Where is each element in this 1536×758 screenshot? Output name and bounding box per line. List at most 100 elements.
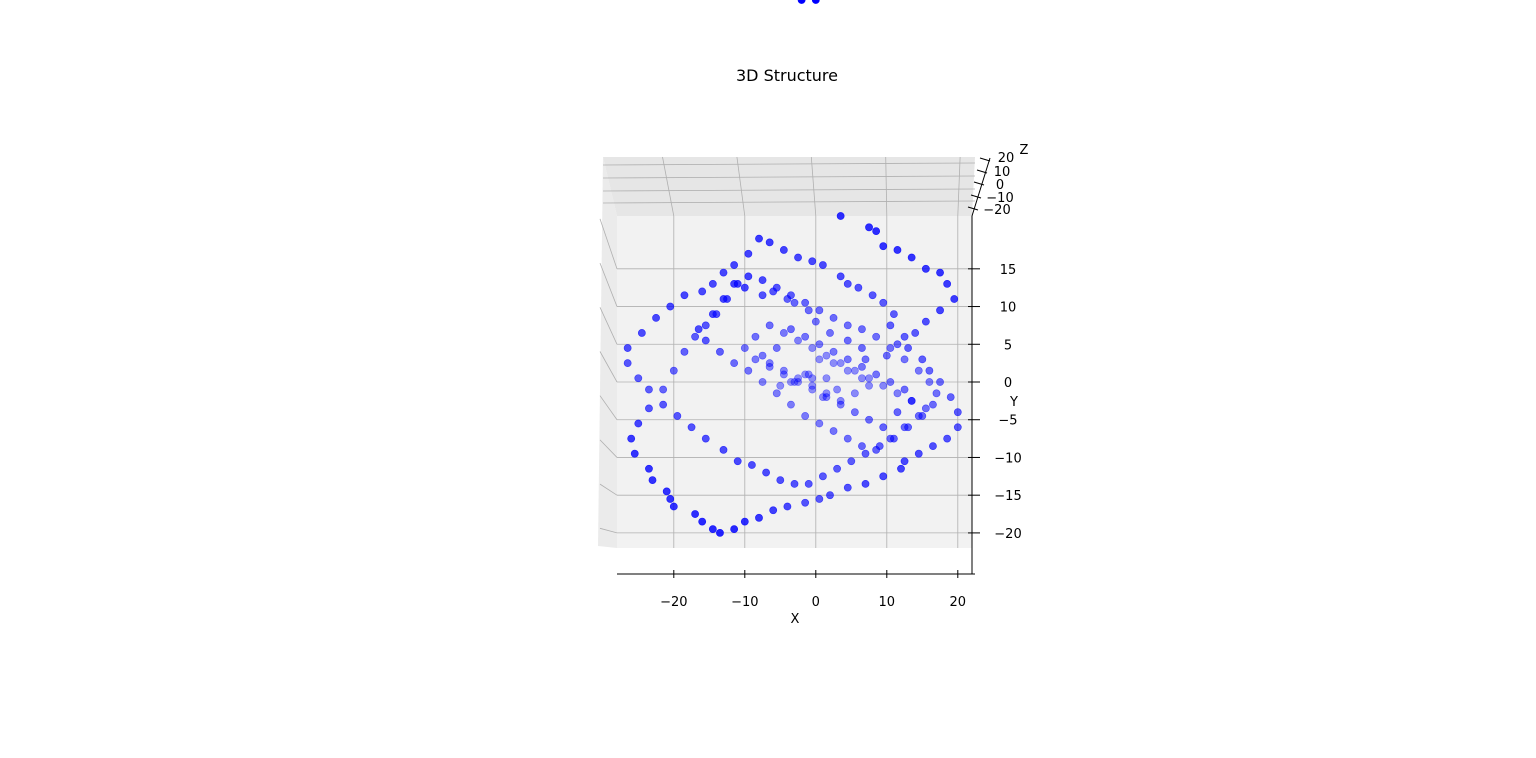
y-grid-line-wall bbox=[599, 307, 618, 345]
data-point bbox=[758, 291, 767, 300]
data-point bbox=[765, 238, 774, 247]
y-axis-label: Y bbox=[1009, 395, 1018, 410]
data-point bbox=[811, 317, 820, 326]
z-tick-mark bbox=[967, 206, 979, 211]
data-point bbox=[698, 287, 707, 296]
data-point bbox=[904, 344, 912, 352]
y-grid-line-wall bbox=[599, 527, 618, 534]
data-point bbox=[765, 359, 774, 368]
y-tick-label: 0 bbox=[1004, 376, 1012, 391]
data-point bbox=[843, 280, 852, 288]
data-point bbox=[850, 389, 859, 398]
data-point bbox=[833, 385, 841, 394]
data-point bbox=[751, 332, 760, 341]
data-point bbox=[716, 529, 724, 537]
data-point bbox=[843, 336, 852, 345]
data-point bbox=[936, 268, 944, 277]
data-point bbox=[623, 359, 632, 368]
data-point bbox=[694, 325, 703, 334]
data-point bbox=[929, 400, 937, 409]
data-point bbox=[744, 249, 753, 258]
data-point bbox=[843, 483, 852, 492]
data-point bbox=[666, 495, 675, 503]
z-tick-label: 10 bbox=[994, 165, 1011, 180]
data-point bbox=[836, 359, 845, 368]
y-grid-line-wall bbox=[599, 218, 618, 269]
data-point bbox=[893, 246, 902, 254]
data-point bbox=[911, 329, 920, 337]
data-point bbox=[815, 355, 824, 364]
data-point bbox=[858, 325, 866, 334]
data-point bbox=[701, 336, 710, 345]
data-point bbox=[900, 332, 909, 341]
data-point bbox=[719, 446, 728, 454]
data-point bbox=[879, 298, 888, 307]
data-point bbox=[740, 344, 749, 352]
data-point bbox=[893, 408, 902, 417]
data-point bbox=[865, 415, 873, 424]
data-point bbox=[744, 272, 753, 281]
z-tick-label: 20 bbox=[998, 151, 1015, 166]
z-axis-label: Z bbox=[1020, 143, 1029, 158]
data-point bbox=[826, 329, 834, 337]
data-point bbox=[740, 517, 749, 526]
data-point bbox=[659, 400, 668, 409]
data-point bbox=[779, 329, 788, 337]
data-point bbox=[801, 298, 810, 307]
data-point bbox=[914, 366, 923, 375]
data-point bbox=[804, 306, 813, 315]
z-tick-mark bbox=[973, 181, 985, 186]
data-point bbox=[865, 374, 873, 383]
data-point bbox=[708, 280, 717, 288]
data-point bbox=[698, 517, 707, 526]
data-point bbox=[907, 396, 916, 405]
z-grid-line bbox=[602, 175, 976, 179]
data-point bbox=[925, 366, 934, 375]
z-grid-line bbox=[602, 200, 976, 204]
data-point bbox=[925, 378, 934, 386]
data-point bbox=[779, 246, 788, 254]
z-tick-mark bbox=[976, 169, 988, 174]
data-point bbox=[868, 291, 877, 300]
z-tick-label: −20 bbox=[983, 203, 1010, 218]
data-point bbox=[808, 344, 817, 352]
data-point bbox=[900, 385, 909, 394]
x-grid-line-back bbox=[662, 156, 675, 217]
data-point bbox=[744, 366, 753, 375]
data-point bbox=[669, 366, 678, 375]
data-point bbox=[921, 264, 930, 273]
data-point bbox=[900, 355, 909, 364]
data-point bbox=[872, 446, 881, 454]
data-point bbox=[779, 366, 788, 375]
data-point bbox=[794, 336, 802, 345]
data-point bbox=[790, 298, 799, 307]
data-point bbox=[872, 332, 881, 341]
x-tick-label: −20 bbox=[660, 595, 687, 610]
data-point bbox=[819, 261, 827, 269]
data-point bbox=[680, 347, 689, 356]
y-tick-label: 15 bbox=[1000, 263, 1017, 278]
data-point bbox=[748, 461, 756, 469]
data-point bbox=[861, 355, 870, 364]
data-point bbox=[645, 464, 653, 473]
data-point bbox=[719, 295, 728, 303]
data-point bbox=[872, 227, 881, 235]
data-point bbox=[801, 332, 810, 341]
data-point bbox=[850, 408, 859, 417]
z-grid-line bbox=[602, 162, 976, 166]
data-point bbox=[659, 385, 668, 394]
data-point bbox=[769, 506, 778, 515]
data-point bbox=[797, 0, 806, 4]
data-point bbox=[623, 344, 632, 352]
data-point bbox=[772, 283, 781, 292]
data-point bbox=[843, 366, 852, 375]
data-point bbox=[808, 381, 817, 390]
data-point bbox=[758, 378, 767, 386]
data-point bbox=[794, 374, 802, 383]
data-point bbox=[850, 366, 859, 375]
data-point bbox=[953, 423, 962, 432]
data-point bbox=[822, 389, 831, 398]
data-point bbox=[669, 502, 678, 511]
